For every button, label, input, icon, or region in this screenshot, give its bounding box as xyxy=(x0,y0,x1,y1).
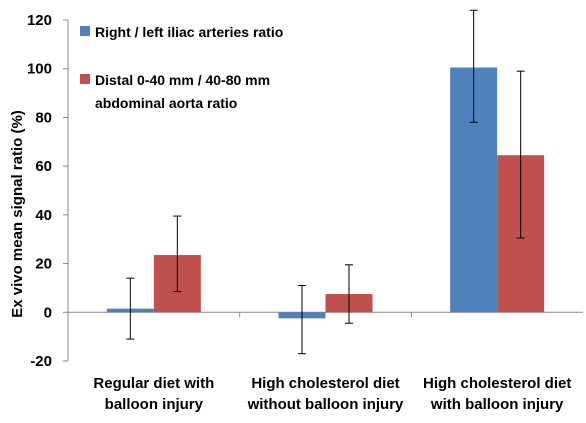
x-category-label: without balloon injury xyxy=(247,396,404,413)
y-tick-label: 20 xyxy=(35,256,52,273)
y-tick-label: 60 xyxy=(35,158,52,175)
legend-swatch xyxy=(80,26,90,36)
y-tick-label: 100 xyxy=(27,61,52,78)
y-tick-label: 80 xyxy=(35,109,52,126)
legend-swatch xyxy=(80,74,90,84)
x-category-label: with balloon injury xyxy=(430,396,564,413)
y-axis-title: Ex vivo mean signal ratio (%) xyxy=(9,110,26,318)
y-tick-label: 120 xyxy=(27,12,52,29)
legend: Right / left iliac arteries ratio Distal … xyxy=(80,24,283,111)
legend-label: Distal 0-40 mm / 40-80 mm xyxy=(95,72,270,88)
error-bars xyxy=(126,9,525,355)
y-tick-label: 0 xyxy=(44,304,52,321)
legend-label: abdominal aorta ratio xyxy=(95,95,237,111)
y-tick-label: 40 xyxy=(35,207,52,224)
x-category-label: High cholesterol diet xyxy=(423,375,571,392)
category-labels: Regular diet with balloon injury High chol… xyxy=(93,375,571,413)
x-category-label: Regular diet with xyxy=(93,375,214,392)
x-category-label: balloon injury xyxy=(105,396,204,413)
y-tick-label: -20 xyxy=(30,353,52,370)
legend-label: Right / left iliac arteries ratio xyxy=(95,24,283,40)
x-category-label: High cholesterol diet xyxy=(251,375,399,392)
